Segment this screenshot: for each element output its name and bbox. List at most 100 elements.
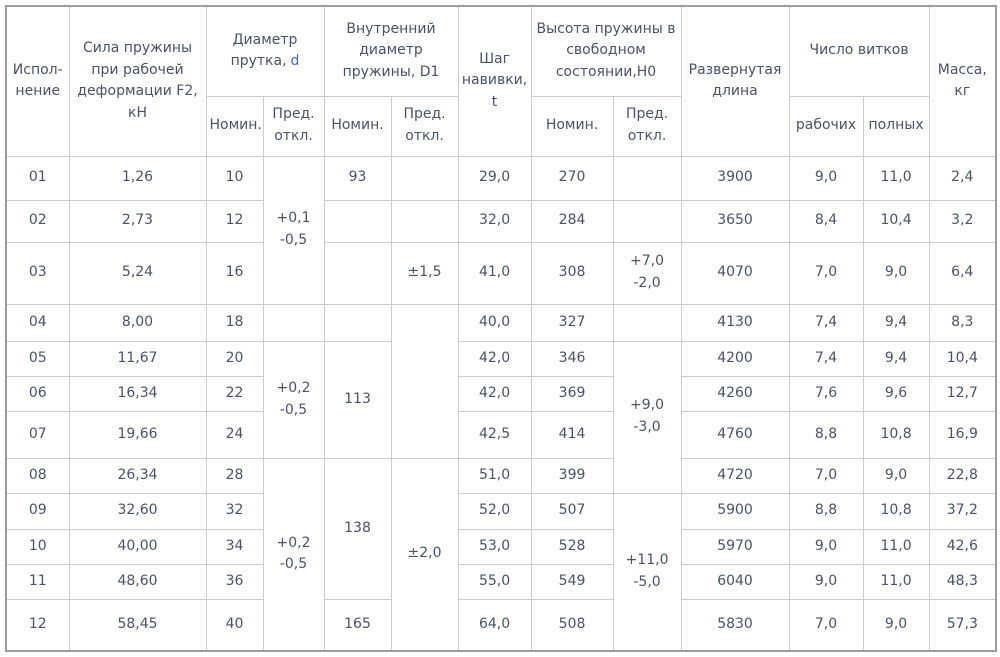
table-cell: 8,3: [928, 303, 997, 342]
table-cell: +11,0 -5,0: [612, 492, 682, 652]
table-cell: 528: [530, 528, 614, 565]
table-cell: 19,66: [68, 410, 207, 459]
table-cell: 12: [205, 199, 264, 243]
header-vitki-rabochih: рабочих: [788, 95, 864, 157]
table-cell: 64,0: [457, 598, 532, 652]
table-cell: 369: [530, 375, 614, 412]
header-massa: Масса, кг: [928, 5, 997, 157]
table-cell: 06: [5, 375, 70, 412]
table-cell: 32: [205, 492, 264, 530]
table-cell: 05: [5, 340, 70, 377]
table-cell: 26,34: [68, 457, 207, 494]
table-body: 01 1,26 10 +0,1 -0,5 93 29,0 270 3900 9,0 11,0 2,4…: [5, 155, 997, 652]
table-cell: 7,4: [788, 303, 864, 342]
header-d-group: Диаметр прутка, d: [205, 5, 325, 97]
header-d-nominal: Номин.: [205, 95, 264, 157]
table-cell: 327: [530, 303, 614, 342]
header-dlina: Развернутая длина: [680, 5, 790, 157]
table-cell: 284: [530, 199, 614, 243]
table-cell: 165: [323, 598, 392, 652]
table-cell: 42,0: [457, 340, 532, 377]
table-row: 05 11,67 20 +0,2 -0,5 113 42,0 346 +9,0 -3,0 420…: [5, 340, 997, 494]
table-cell: [323, 241, 392, 305]
table-cell: 507: [530, 492, 614, 530]
table-cell: 5830: [680, 598, 790, 652]
header-d1-nominal: Номин.: [323, 95, 392, 157]
table-cell: 42,0: [457, 375, 532, 412]
header-ispolnenie: Испол- нение: [5, 5, 70, 157]
table-cell: 7,4: [788, 340, 864, 377]
table-row: 01 1,26 10 +0,1 -0,5 93 29,0 270 3900 9,0 11,0 2,4: [5, 155, 997, 305]
header-vitki-group: Число витков: [788, 5, 930, 97]
table-cell: ±1,5: [390, 241, 459, 305]
table-cell: 5,24: [68, 241, 207, 305]
table-cell: 6,4: [928, 241, 997, 305]
header-row-1: Испол- нение Сила пружины при рабочей де…: [5, 5, 997, 157]
table-cell: 7,0: [788, 241, 864, 305]
table-cell: +0,2 -0,5: [262, 457, 325, 652]
table-cell: 4720: [680, 457, 790, 494]
table-cell: 1,26: [68, 155, 207, 201]
table-cell: 9,0: [788, 563, 864, 600]
table-cell: +7,0 -2,0: [612, 241, 682, 305]
table-cell: 508: [530, 598, 614, 652]
table-cell: [390, 199, 459, 243]
table-cell: 5900: [680, 492, 790, 530]
table-cell: 20: [205, 340, 264, 377]
table-cell: 01: [5, 155, 70, 201]
table-cell: +9,0 -3,0: [612, 340, 682, 494]
table-cell: 22: [205, 375, 264, 412]
table-cell: 48,60: [68, 563, 207, 600]
table-cell: 9,0: [862, 598, 930, 652]
table-cell: 2,4: [928, 155, 997, 201]
table-cell: 7,6: [788, 375, 864, 412]
table-cell: 138: [323, 457, 392, 600]
table-cell: 9,0: [788, 528, 864, 565]
table-row: 03 5,24 16 ±1,5 41,0 308 +7,0 -2,0 4070 7,0 9,0 6,…: [5, 241, 997, 305]
table-cell: 12,7: [928, 375, 997, 412]
table-header: Испол- нение Сила пружины при рабочей де…: [5, 5, 997, 157]
table-cell: 4130: [680, 303, 790, 342]
table-cell: 40,0: [457, 303, 532, 342]
table-cell: 9,0: [788, 155, 864, 201]
table-row: 12 58,45 40 165 64,0 508 5830 7,0 9,0 57,3: [5, 598, 997, 652]
table-cell: 40,00: [68, 528, 207, 565]
table-cell: 41,0: [457, 241, 532, 305]
table-cell: 07: [5, 410, 70, 459]
table-cell: 11,0: [862, 563, 930, 600]
table-cell: 53,0: [457, 528, 532, 565]
table-cell: 24: [205, 410, 264, 459]
table-cell: 10,4: [928, 340, 997, 377]
table-cell: 113: [323, 340, 392, 459]
table-cell: 308: [530, 241, 614, 305]
table-cell: 8,8: [788, 492, 864, 530]
table-cell: 40: [205, 598, 264, 652]
table-cell: [390, 155, 459, 201]
table-cell: 7,0: [788, 457, 864, 494]
table-cell: 9,0: [862, 241, 930, 305]
table-cell: 42,5: [457, 410, 532, 459]
table-cell: 34: [205, 528, 264, 565]
spring-parameters-table: Испол- нение Сила пружины при рабочей де…: [5, 5, 998, 652]
table-cell: 16,9: [928, 410, 997, 459]
header-h0-deviation: Пред. откл.: [612, 95, 682, 157]
table-cell: 16: [205, 241, 264, 305]
table-cell: 10,8: [862, 410, 930, 459]
table-cell: 18: [205, 303, 264, 342]
table-cell: +0,2 -0,5: [262, 340, 325, 459]
table-cell: [390, 303, 459, 459]
table-cell: 414: [530, 410, 614, 459]
table-cell: 2,73: [68, 199, 207, 243]
table-cell: 10,4: [862, 199, 930, 243]
table-cell: [262, 303, 325, 342]
table-row: 08 26,34 28 +0,2 -0,5 138 ±2,0 51,0 399 4720 7,0 9…: [5, 457, 997, 652]
header-h0-group: Высота пружины в свободном состоянии,H0: [530, 5, 682, 97]
table-cell: 37,2: [928, 492, 997, 530]
table-cell: 48,3: [928, 563, 997, 600]
table-cell: 57,3: [928, 598, 997, 652]
table-cell: 549: [530, 563, 614, 600]
table-row: 11 48,60 36 55,0 549 6040 9,0 11,0 48,3: [5, 563, 997, 600]
table-row: 07 19,66 24 42,5 414 4760 8,8 10,8 16,9: [5, 410, 997, 459]
table-cell: 51,0: [457, 457, 532, 494]
header-f2: Сила пружины при рабочей деформации F2, …: [68, 5, 207, 157]
